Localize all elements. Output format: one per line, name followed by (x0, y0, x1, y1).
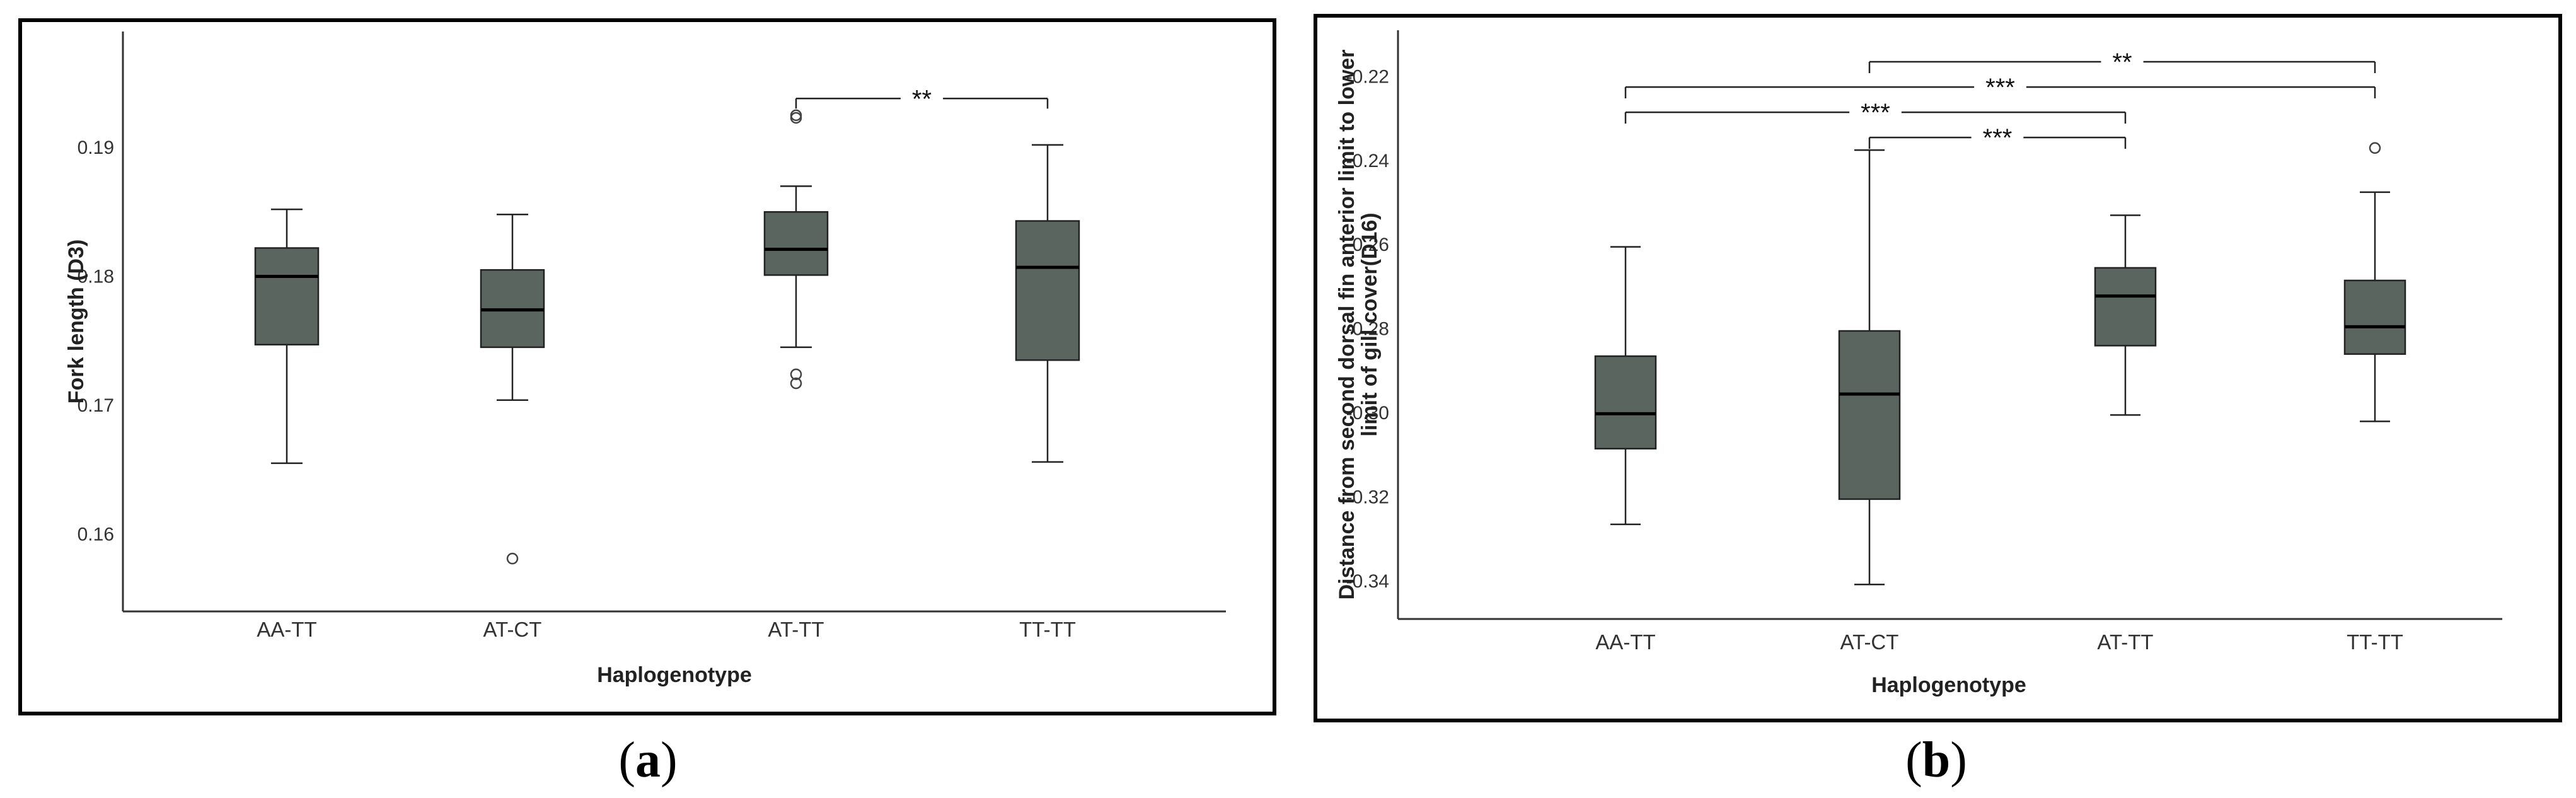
iqr-box (763, 211, 829, 276)
box-AA-TT (1594, 246, 1657, 526)
significance-bracket: *** (1624, 74, 2376, 101)
panel-b-boxes (1594, 142, 2406, 586)
y-tick-label: 0.16 (78, 524, 114, 545)
iqr-box (2343, 279, 2406, 355)
panel-a-caption-open: ( (618, 732, 635, 788)
panel-b-caption-close: ) (1950, 732, 1967, 788)
y-tick-label: -0.28 (1346, 319, 1389, 340)
y-axis-label-line: Distance from second dorsal fin anterior… (1335, 50, 1359, 600)
panel-b-y-ticks: -0.22 -0.24 -0.26 -0.28 -0.30 -0.32 -0.34 (1346, 66, 1389, 592)
significance-bracket: *** (1624, 99, 2127, 127)
outlier-point (790, 112, 802, 124)
x-tick-label: AT-CT (1840, 630, 1899, 654)
significance-label: ** (912, 85, 932, 113)
x-tick-label: TT-TT (2347, 630, 2403, 654)
x-tick-label: AA-TT (257, 618, 316, 641)
panel-b-x-ticks: AA-TT AT-CT AT-TT TT-TT (1595, 630, 2403, 654)
panel-b-caption: (b) (1905, 732, 1967, 788)
y-tick-label: -0.32 (1346, 487, 1389, 508)
outlier-point (790, 377, 802, 390)
panel-a-boxes (254, 109, 1080, 565)
significance-bracket: ** (795, 85, 1049, 113)
x-tick-label: AA-TT (1595, 630, 1655, 654)
y-tick-label: 0.17 (78, 395, 114, 416)
outlier-point (506, 552, 519, 565)
y-tick-label: -0.24 (1346, 151, 1389, 171)
significance-label: ** (2112, 49, 2132, 76)
panel-a-caption-letter: a (635, 732, 661, 788)
panel-b-significance: *********** (1624, 49, 2376, 152)
iqr-box (2094, 267, 2157, 347)
x-tick-label: AT-CT (483, 618, 542, 641)
significance-label: *** (1861, 99, 1890, 127)
y-axis-label-line: limit of gill cover(D16) (1358, 212, 1382, 436)
outlier-point (790, 368, 802, 381)
significance-label: *** (1985, 74, 2015, 101)
significance-label: *** (1983, 124, 2013, 152)
panel-b-x-axis-label: Haplogenotype (1871, 673, 2026, 697)
panel-a-y-ticks: 0.16 0.17 0.18 0.19 (78, 137, 114, 545)
y-tick-label: -0.26 (1346, 234, 1389, 255)
chart-panel-a: 0.16 0.17 0.18 0.19 ** AA-TT AT-CT AT-TT TT-TT… (18, 18, 1276, 715)
box-AT-CT (480, 214, 545, 565)
panel-b-caption-open: ( (1905, 732, 1922, 788)
y-tick-label: -0.30 (1346, 403, 1389, 424)
panel-a-x-ticks: AA-TT AT-CT AT-TT TT-TT (257, 618, 1076, 641)
panel-b-frame (1314, 14, 2562, 722)
box-AA-TT (254, 208, 320, 465)
panel-a-caption: (a) (618, 732, 677, 788)
iqr-box (1838, 330, 1901, 500)
y-tick-label: 0.19 (78, 137, 114, 158)
panel-a-significance: ** (795, 85, 1049, 113)
iqr-box (1015, 220, 1080, 361)
y-tick-label: 0.18 (78, 266, 114, 287)
box-AT-TT (2094, 214, 2157, 416)
x-tick-label: AT-TT (2097, 630, 2153, 654)
outlier-point (2369, 142, 2381, 154)
panel-b-y-axis-label: Distance from second dorsal fin anterior… (1335, 50, 1382, 600)
iqr-box (254, 247, 320, 346)
panel-b-caption-letter: b (1922, 732, 1951, 788)
y-tick-label: -0.34 (1346, 571, 1389, 592)
x-tick-label: TT-TT (1019, 618, 1076, 641)
box-TT-TT (2343, 142, 2406, 422)
panel-a-caption-close: ) (661, 732, 678, 788)
box-TT-TT (1015, 144, 1080, 463)
significance-bracket: ** (1868, 49, 2376, 76)
panel-a-x-axis-label: Haplogenotype (597, 663, 752, 687)
chart-panel-b: -0.22-0.24-0.26-0.28-0.30-0.32-0.34 ****… (1314, 14, 2562, 722)
panel-a-y-axis-label: Fork length (D3) (64, 240, 88, 404)
box-AT-TT (763, 109, 829, 390)
panel-a-frame (18, 18, 1276, 715)
x-tick-label: AT-TT (768, 618, 824, 641)
significance-bracket: *** (1868, 124, 2127, 152)
iqr-box (1594, 355, 1657, 450)
y-tick-label: -0.22 (1346, 66, 1389, 87)
box-AT-CT (1838, 149, 1901, 586)
